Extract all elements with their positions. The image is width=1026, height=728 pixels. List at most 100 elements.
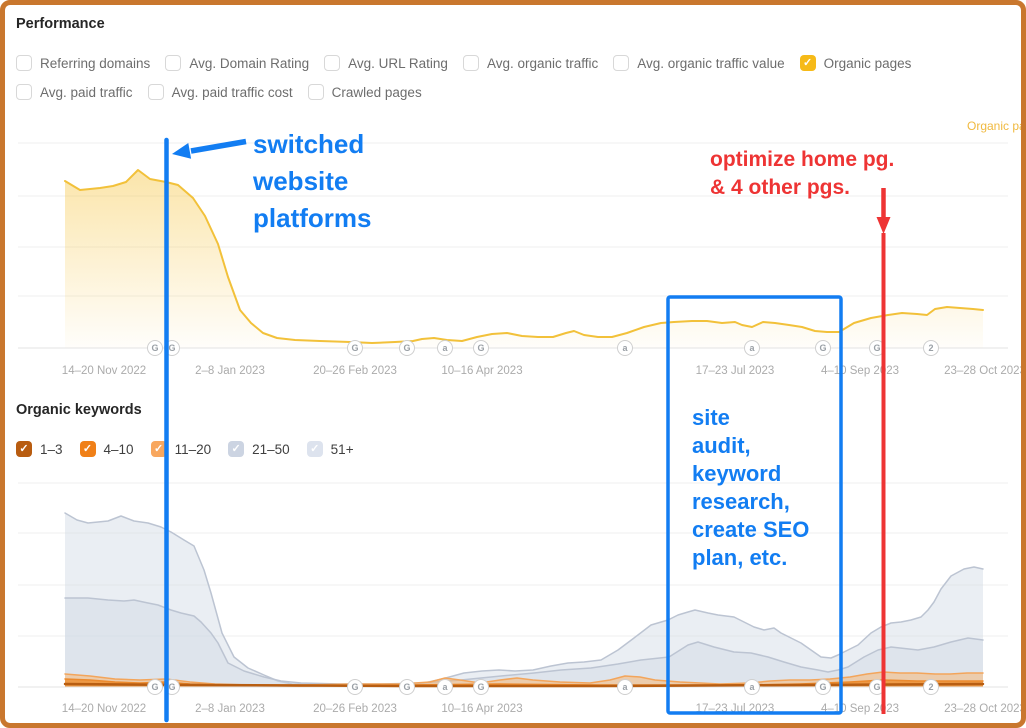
checkbox-label: Avg. paid traffic xyxy=(40,84,133,100)
event-marker-glyph: G xyxy=(403,343,410,353)
blue-arrow-shaft xyxy=(190,138,247,154)
checkbox-avg-organic-traffic[interactable]: Avg. organic traffic xyxy=(462,55,599,71)
event-marker-G[interactable]: G xyxy=(473,340,489,356)
event-marker-a[interactable]: a xyxy=(744,340,760,356)
checkbox-unchecked-icon[interactable] xyxy=(613,55,630,71)
red-arrow-head-icon xyxy=(876,217,891,234)
checkbox-checked-icon[interactable]: ✓ xyxy=(306,441,323,457)
checkbox-label: Avg. URL Rating xyxy=(348,55,448,71)
event-marker-G[interactable]: G xyxy=(815,679,831,695)
annotation-line: site xyxy=(692,405,730,430)
event-marker-circle-icon[interactable] xyxy=(399,340,415,356)
event-marker-glyph: G xyxy=(168,343,175,353)
event-marker-glyph: G xyxy=(873,343,880,353)
event-marker-2[interactable]: 2 xyxy=(923,340,939,356)
checkbox-unchecked-icon[interactable] xyxy=(16,84,32,100)
annotation-optimize-pages: optimize home pg. & 4 other pgs. xyxy=(710,146,894,202)
event-marker-circle-icon[interactable] xyxy=(744,679,760,695)
checkbox-checked-icon[interactable]: ✓ xyxy=(228,441,245,457)
checkbox-crawled-pages[interactable]: Crawled pages xyxy=(307,84,422,100)
event-marker-a[interactable]: a xyxy=(744,679,760,695)
x-axis-label: 20–26 Feb 2023 xyxy=(313,703,397,715)
event-marker-circle-icon[interactable] xyxy=(147,679,163,695)
event-marker-G[interactable]: G xyxy=(347,340,363,356)
checkbox-label: 51+ xyxy=(330,441,354,457)
checkbox-unchecked-icon[interactable] xyxy=(462,55,479,71)
checkbox-organic-pages[interactable]: ✓ Organic pages xyxy=(799,55,911,71)
event-marker-circle-icon[interactable] xyxy=(923,340,939,356)
checkbox-avg-domain-rating[interactable]: Avg. Domain Rating xyxy=(165,55,309,71)
checkbox-unchecked-icon[interactable] xyxy=(16,55,32,71)
checkbox-4-10[interactable]: ✓ 4–10 xyxy=(79,441,134,457)
event-marker-G[interactable]: G xyxy=(399,340,415,356)
organic-pages-legend: Organic pages xyxy=(967,119,1026,133)
annotation-switched-platforms: switched website platforms xyxy=(253,126,371,237)
event-marker-a[interactable]: a xyxy=(617,679,633,695)
event-marker-glyph: G xyxy=(351,343,358,353)
checkbox-unchecked-icon[interactable] xyxy=(324,55,341,71)
checkbox-label: 21–50 xyxy=(252,441,290,457)
checkbox-1-3[interactable]: ✓ 1–3 xyxy=(16,441,63,457)
checkbox-label: Avg. organic traffic xyxy=(486,55,599,71)
checkbox-11-20[interactable]: ✓ 11–20 xyxy=(150,441,212,457)
series-fill-51plus xyxy=(65,513,983,687)
checkbox-checked-icon[interactable]: ✓ xyxy=(16,441,32,457)
checkbox-referring-domains[interactable]: Referring domains xyxy=(16,55,150,71)
checkbox-avg-paid-traffic-cost[interactable]: Avg. paid traffic cost xyxy=(147,84,293,100)
checkbox-avg-organic-traffic-value[interactable]: Avg. organic traffic value xyxy=(613,55,785,71)
checkbox-unchecked-icon[interactable] xyxy=(147,84,164,100)
checkbox-avg-url-rating[interactable]: Avg. URL Rating xyxy=(324,55,448,71)
series-line-51plus xyxy=(64,512,984,687)
event-marker-2[interactable]: 2 xyxy=(923,679,939,695)
checkbox-label: 4–10 xyxy=(103,441,134,457)
checkbox-label: 11–20 xyxy=(174,441,212,457)
event-marker-circle-icon[interactable] xyxy=(923,679,939,695)
event-marker-a[interactable]: a xyxy=(437,679,453,695)
series-fill-21-50 xyxy=(65,598,983,687)
checkbox-unchecked-icon[interactable] xyxy=(307,84,324,100)
event-marker-circle-icon[interactable] xyxy=(815,679,831,695)
x-axis-label: 14–20 Nov 2022 xyxy=(62,703,146,715)
event-marker-circle-icon[interactable] xyxy=(815,340,831,356)
checkbox-label: 1–3 xyxy=(40,441,63,457)
event-marker-a[interactable]: a xyxy=(437,340,453,356)
checkbox-avg-paid-traffic[interactable]: Avg. paid traffic xyxy=(16,84,133,100)
event-marker-G[interactable]: G xyxy=(399,679,415,695)
event-marker-glyph: G xyxy=(403,682,410,692)
annotation-site-audit: site audit, keyword research, create SEO… xyxy=(692,404,809,572)
annotation-line: keyword xyxy=(692,461,782,486)
checkbox-checked-icon[interactable]: ✓ xyxy=(799,55,816,71)
event-marker-G[interactable]: G xyxy=(147,340,163,356)
event-marker-circle-icon[interactable] xyxy=(437,340,453,356)
event-marker-circle-icon[interactable] xyxy=(473,679,489,695)
checkbox-label: Avg. Domain Rating xyxy=(189,55,310,71)
event-marker-G[interactable]: G xyxy=(147,679,163,695)
performance-title: Performance xyxy=(16,16,105,32)
checkbox-checked-icon[interactable]: ✓ xyxy=(150,441,167,457)
checkbox-checked-icon[interactable]: ✓ xyxy=(79,441,96,457)
x-axis-label: 2–8 Jan 2023 xyxy=(195,365,265,377)
event-marker-glyph: G xyxy=(151,343,158,353)
blue-highlight-rect xyxy=(666,295,843,715)
event-marker-circle-icon[interactable] xyxy=(399,679,415,695)
blue-arrow-head-icon xyxy=(172,143,192,159)
event-marker-a[interactable]: a xyxy=(617,340,633,356)
event-marker-circle-icon[interactable] xyxy=(617,340,633,356)
event-marker-glyph: G xyxy=(477,343,484,353)
checkbox-21-50[interactable]: ✓ 21–50 xyxy=(228,441,290,457)
checkbox-51[interactable]: ✓ 51+ xyxy=(306,441,354,457)
event-marker-G[interactable]: G xyxy=(473,679,489,695)
event-marker-circle-icon[interactable] xyxy=(147,340,163,356)
event-marker-circle-icon[interactable] xyxy=(347,679,363,695)
event-marker-G[interactable]: G xyxy=(815,340,831,356)
event-marker-circle-icon[interactable] xyxy=(473,340,489,356)
checkbox-unchecked-icon[interactable] xyxy=(165,55,182,71)
event-marker-G[interactable]: G xyxy=(347,679,363,695)
event-marker-circle-icon[interactable] xyxy=(437,679,453,695)
event-marker-circle-icon[interactable] xyxy=(617,679,633,695)
keywords-chart: 14–20 Nov 2022 2–8 Jan 2023 20–26 Feb 2023… xyxy=(18,482,1021,715)
event-marker-circle-icon[interactable] xyxy=(347,340,363,356)
event-marker-circle-icon[interactable] xyxy=(744,340,760,356)
